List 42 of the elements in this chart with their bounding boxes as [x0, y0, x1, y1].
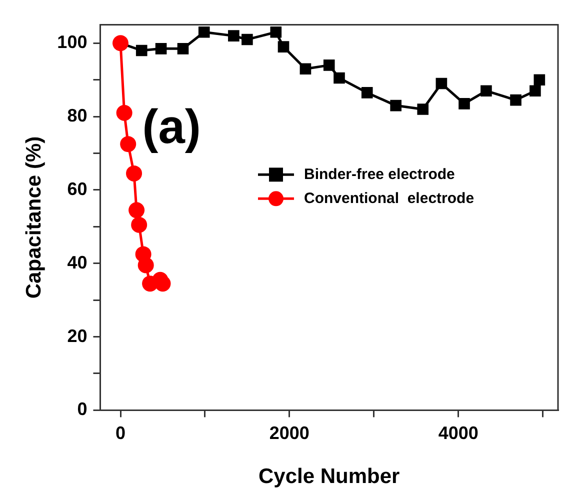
- legend-label: Conventional electrode: [304, 190, 474, 207]
- annotation: (a): [142, 101, 201, 154]
- y-tick-label: 80: [67, 106, 88, 126]
- y-tick-label: 20: [67, 326, 88, 346]
- legend-label: Binder-free electrode: [304, 166, 455, 183]
- point: [417, 104, 429, 115]
- point: [361, 87, 373, 98]
- point: [278, 41, 290, 52]
- point: [128, 202, 145, 218]
- point: [458, 98, 470, 110]
- point: [334, 72, 345, 84]
- point: [228, 30, 240, 42]
- point: [112, 35, 129, 52]
- y-tick-label: 60: [67, 178, 88, 199]
- point: [530, 85, 541, 97]
- point: [154, 276, 171, 292]
- point: [300, 63, 312, 75]
- point: [510, 94, 522, 106]
- point: [131, 216, 148, 233]
- x-tick-label: 0: [115, 422, 126, 443]
- point: [198, 26, 210, 38]
- x-axis-title: Cycle Number: [258, 465, 400, 488]
- point: [390, 100, 402, 112]
- point: [534, 74, 546, 86]
- y-tick-label: 0: [77, 399, 88, 420]
- point: [126, 165, 142, 182]
- point: [177, 43, 189, 54]
- x-tick-label: 2000: [269, 422, 310, 443]
- point: [242, 34, 253, 46]
- point: [323, 60, 335, 71]
- point: [136, 44, 148, 56]
- point: [480, 85, 492, 97]
- y-tick-label: 40: [67, 252, 88, 272]
- point: [155, 43, 167, 54]
- y-axis-title: Capacitance (%): [22, 136, 46, 299]
- point: [120, 136, 136, 152]
- y-tick-label: 100: [57, 32, 88, 52]
- point: [436, 78, 448, 90]
- point: [138, 257, 154, 274]
- point: [116, 104, 132, 121]
- x-tick-label: 4000: [438, 422, 478, 443]
- point: [270, 26, 282, 38]
